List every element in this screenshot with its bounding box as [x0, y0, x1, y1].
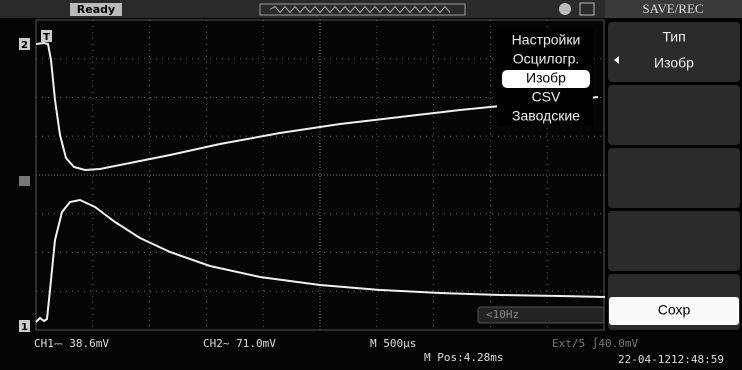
empty-button[interactable] — [608, 211, 740, 271]
empty-button[interactable] — [608, 85, 740, 145]
trigger-level-marker — [19, 176, 30, 186]
datetime: 22-04-1212:48:59 — [618, 353, 724, 366]
position: M Pos:4.28ms — [424, 351, 503, 364]
status-text: Ready — [77, 3, 115, 16]
timebase: M 500μs — [370, 337, 416, 350]
menu-item: CSV — [532, 89, 561, 105]
trigger-marker-label: T — [43, 32, 50, 43]
save-label: Сохр — [658, 302, 691, 318]
ch1-scale: CH1⎓ 38.6mV — [34, 337, 109, 350]
oscilloscope-screen: Ready SAVE/REC 2 T 1 Настройки Осцилогр. И… — [0, 0, 742, 370]
ch2-marker-label: 2 — [21, 40, 28, 51]
ch1-marker-label: 1 — [21, 322, 28, 333]
menu-item: Настройки — [512, 32, 581, 48]
menu-item: Осцилогр. — [513, 51, 580, 67]
menu-item: Заводские — [512, 108, 580, 124]
ch2-scale: CH2~ 71.0mV — [203, 337, 276, 350]
type-value: Изобр — [654, 55, 694, 71]
menu-title: SAVE/REC — [642, 1, 703, 16]
trigger-info: Ext/5 ∫40.0mV — [552, 337, 638, 350]
empty-button[interactable] — [608, 148, 740, 208]
usb-icon — [559, 3, 571, 15]
type-label: Тип — [662, 29, 685, 45]
menu-item: Изобр — [526, 70, 566, 86]
frequency: <10Hz — [486, 308, 519, 321]
